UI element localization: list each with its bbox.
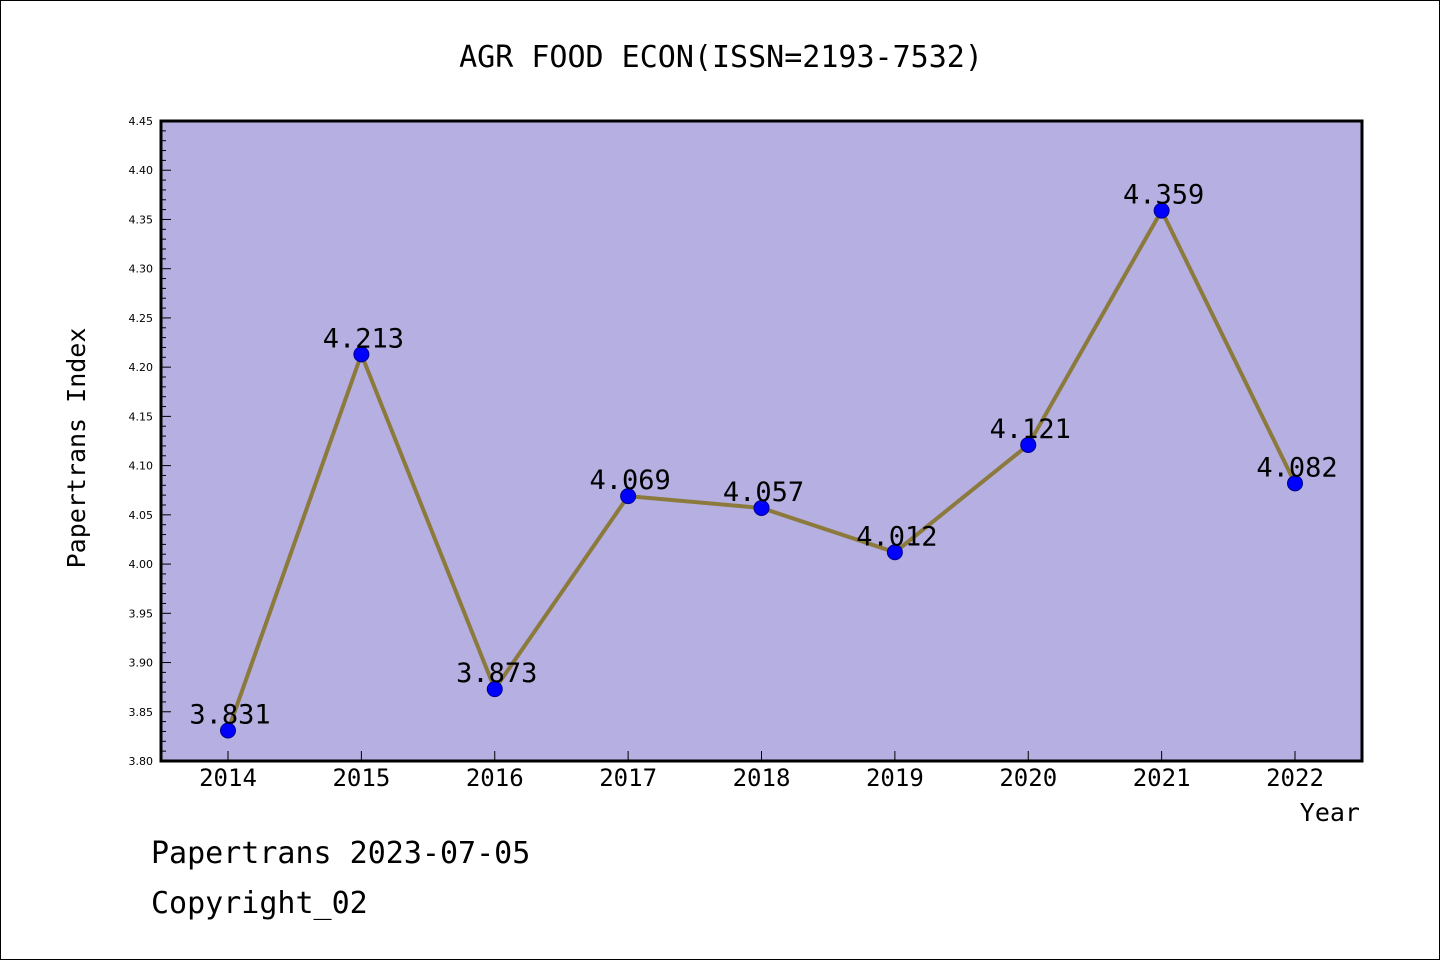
y-tick-label: 4.35 [129, 213, 154, 226]
y-tick-label: 4.30 [129, 263, 154, 276]
data-labels: 3.831 4.213 3.873 4.069 4.057 4.012 4.121 4.359… [189, 180, 1337, 731]
data-label: 4.121 [990, 414, 1071, 445]
y-tick-label: 3.80 [129, 755, 154, 768]
data-label: 3.873 [456, 658, 537, 689]
data-point [1153, 202, 1170, 219]
x-tick-label: 2022 [1266, 764, 1324, 792]
data-label: 4.069 [589, 465, 670, 496]
data-point [353, 346, 370, 363]
y-tick-label: 3.90 [129, 657, 154, 670]
y-tick-label: 4.45 [129, 115, 154, 128]
data-label: 4.359 [1123, 180, 1204, 211]
data-point [1020, 436, 1037, 453]
x-tick-label: 2021 [1133, 764, 1191, 792]
x-tick-label: 2017 [599, 764, 657, 792]
x-tick-label: 2014 [199, 764, 257, 792]
chart-title: AGR FOOD ECON(ISSN=2193-7532) [459, 40, 983, 75]
x-tick-label: 2016 [466, 764, 524, 792]
footer-date: Papertrans 2023-07-05 [151, 836, 531, 871]
y-axis: 3.80 3.85 3.90 3.95 4.00 4.05 4.10 4.15 4.20 4.25… [129, 115, 171, 768]
x-tick-label: 2020 [999, 764, 1057, 792]
data-point [220, 722, 236, 739]
plot-border [159, 119, 1364, 763]
data-point [620, 488, 637, 505]
x-axis-title: Year [1300, 798, 1360, 827]
y-axis-title: Papertrans Index [62, 328, 91, 569]
data-point [486, 681, 503, 698]
footer-copyright: Copyright_02 [151, 886, 368, 921]
plot-area [161, 121, 1362, 761]
y-tick-label: 4.15 [129, 410, 154, 423]
data-point [886, 544, 903, 561]
data-label: 4.213 [323, 323, 404, 354]
y-tick-label: 4.05 [129, 509, 154, 522]
x-tick-label: 2019 [866, 764, 924, 792]
data-label: 4.057 [723, 477, 804, 508]
y-tick-label: 4.20 [129, 361, 154, 374]
y-tick-label: 3.85 [129, 706, 154, 719]
x-axis: 2014 2015 2016 2017 2018 2019 2020 2021 2022 [199, 751, 1324, 792]
data-point [1287, 475, 1303, 492]
y-tick-label: 4.25 [129, 312, 154, 325]
x-tick-label: 2018 [733, 764, 791, 792]
y-tick-label: 3.95 [129, 607, 154, 620]
y-tick-label: 4.10 [129, 460, 154, 473]
data-label: 3.831 [189, 699, 270, 730]
data-label: 4.082 [1256, 452, 1337, 483]
x-tick-label: 2015 [332, 764, 390, 792]
data-point [753, 499, 770, 516]
data-label: 4.012 [856, 521, 937, 552]
y-tick-label: 4.40 [129, 164, 154, 177]
y-tick-label: 4.00 [129, 558, 154, 571]
data-points [220, 202, 1303, 739]
